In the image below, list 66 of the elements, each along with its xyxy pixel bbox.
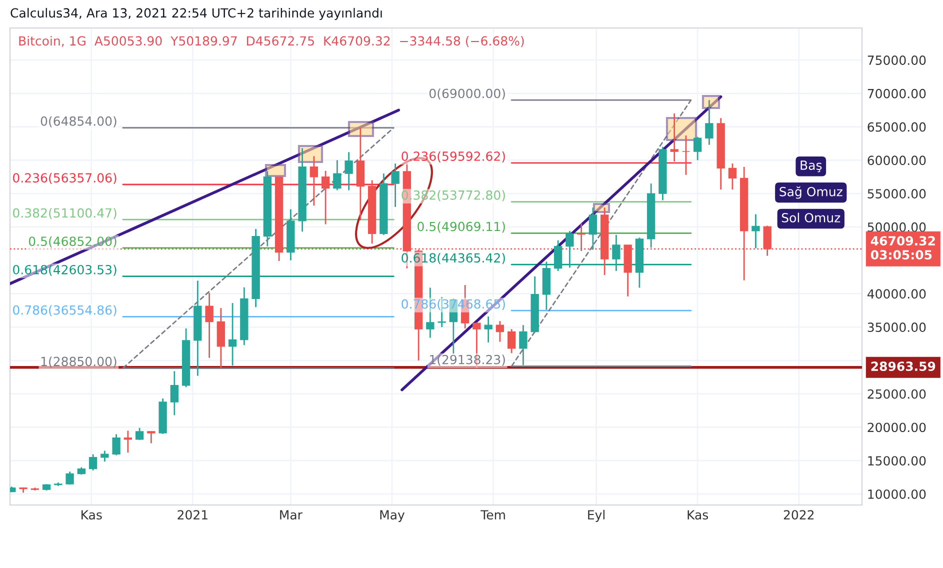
candlestick [682,134,690,176]
candlestick [333,159,342,191]
x-tick-label: 2021 [178,510,208,520]
candlestick [321,170,330,225]
x-tick-label: May [380,510,405,522]
y-tick-label: 35000.00 [868,322,926,332]
annotation: 0.382(51100.47) [13,208,116,220]
x-tick-label: Tem [480,510,505,520]
annotation: 0(69000.00) [429,88,505,100]
annotation: Sol Omuz [782,212,840,222]
candlestick [496,320,504,342]
x-tick-label: 2022 [784,510,814,520]
candlestick [310,155,318,206]
candlestick [228,302,237,366]
annotation: 0.618(44365.42) [402,252,505,264]
chart-title: Calculus34, Ara 13, 2021 22:54 UTC+2 tarihinde yayınlandı [10,8,382,20]
candlestick [566,230,574,268]
candlestick [519,324,528,366]
annotation: 1(28850.00) [41,356,116,368]
candlestick [112,434,120,456]
y-tick-label: 40000.00 [867,289,926,299]
ref-line-label: 28963.59 [871,362,936,372]
candlestick [100,450,109,462]
candlestick [391,162,400,208]
candlestick [484,316,492,344]
annotation: 0.618(42603.53) [13,264,116,276]
annotation: Baş [800,160,822,172]
candlestick [752,214,760,250]
y-tick-label: 55000.00 [868,189,926,198]
candlestick [612,234,620,272]
candlestick [588,206,598,250]
ref-line-label: 46709.32 03:05:05 [870,236,935,260]
y-tick-label: 15000.00 [868,456,926,466]
annotation: 0(64854.00) [40,116,116,128]
candlestick [135,427,144,441]
annotation: Sağ Omuz [780,186,842,199]
candlestick [344,151,353,191]
annotation: 0.786(36554.86) [13,305,116,316]
x-tick-label: Kas [688,510,708,520]
x-tick-label: Mar [280,510,302,520]
candlestick [205,292,214,358]
candlestick [507,328,516,354]
candlestick [705,99,714,146]
candlestick [670,112,678,162]
candlestick [693,136,702,161]
y-tick-label: 25000.00 [868,389,926,399]
y-tick-label: 75000.00 [868,56,926,65]
y-tick-label: 65000.00 [868,122,926,132]
annotation: 0.236(56357.06) [13,172,116,184]
annotation: 0.236(59592.62) [402,151,505,162]
candlestick [728,162,737,190]
candlestick [88,454,98,472]
x-tick-label: Eyl [588,510,604,522]
y-tick-label: 50000.00 [868,222,926,232]
candlestick [124,430,132,454]
y-tick-label: 10000.00 [868,489,926,499]
y-tick-label: 20000.00 [868,422,926,432]
candlestick [66,470,74,486]
candlestick [170,370,179,416]
y-tick-label: 60000.00 [868,156,926,166]
x-tick-label: Kas [82,510,102,520]
annotation: 0.5(49069.11) [418,222,505,233]
y-tick-label: 70000.00 [868,88,926,98]
text: Bitcoin, 1G A50053.90 Y50189.97 D45672.75 K46709.32 −3344.58 (−6.68%) [19,36,524,48]
candlestick [554,240,562,272]
candlestick [147,430,156,444]
